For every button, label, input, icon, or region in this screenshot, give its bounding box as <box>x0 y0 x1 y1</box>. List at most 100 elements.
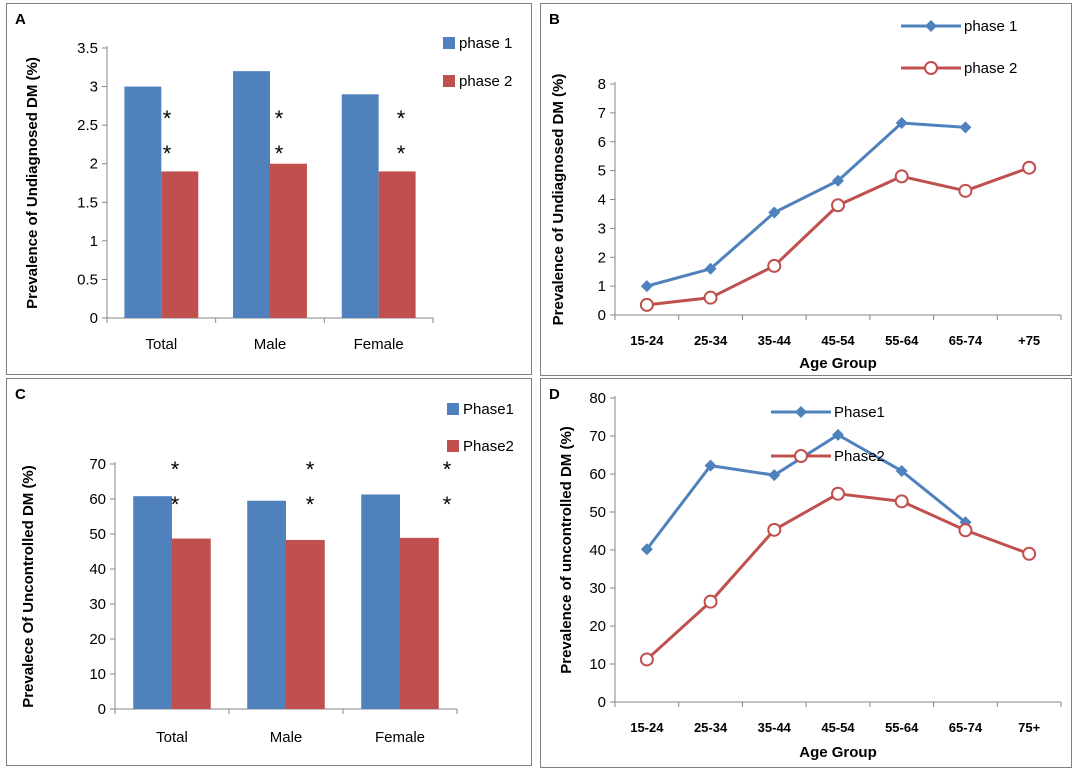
panel-a-bar-phase2-female <box>378 171 416 318</box>
panel-d-x-axis-label: Age Group <box>799 744 877 761</box>
panel-b-x-tick-label: +75 <box>1018 333 1040 348</box>
panel-a-significance-star: * <box>163 141 172 166</box>
panel-b-point-phase1 <box>768 206 781 219</box>
panel-c: C 0 10 20 30 40 50 60 70 Prevalece Of Uncontrolle… <box>6 378 532 766</box>
panel-a-y-tick-label: 1.5 <box>77 194 98 211</box>
panel-d-x-tick-label: 65-74 <box>949 720 983 735</box>
panel-d-y-tick-label: 30 <box>589 580 606 597</box>
panel-b-legend-phase1-marker <box>925 20 937 32</box>
panel-b-y-tick-label: 8 <box>598 76 606 93</box>
panel-a-legend-phase1-swatch <box>443 37 455 49</box>
panel-a-x-tick-label: Male <box>254 336 287 353</box>
panel-b-y-axis-label: Prevalence of Undiagnosed DM (%) <box>550 74 567 326</box>
panel-b-legend-phase1-label: phase 1 <box>964 18 1017 35</box>
panel-b-x-tick-label: 15-24 <box>630 333 664 348</box>
panel-a-bar-phase1-female <box>341 94 379 319</box>
panel-d-x-tick-label: 45-54 <box>821 720 855 735</box>
panel-d-y-tick-label: 40 <box>589 542 606 559</box>
panel-d-letter: D <box>549 386 560 403</box>
panel-a-legend-phase1-label: phase 1 <box>459 35 512 52</box>
panel-b-point-phase2 <box>1022 160 1037 175</box>
panel-b-point-phase2 <box>894 169 909 184</box>
panel-c-legend-phase2-swatch <box>447 440 459 452</box>
panel-b-point-phase2 <box>831 198 845 213</box>
panel-b-y-tick-label: 6 <box>598 134 606 151</box>
panel-b-legend-phase2-label: phase 2 <box>964 60 1017 77</box>
panel-a-y-tick-label: 3 <box>90 79 98 96</box>
panel-a-bar-phase2-total <box>161 171 199 318</box>
panel-a-x-tick-label: Female <box>354 336 404 353</box>
panel-d-y-tick-label: 20 <box>589 618 606 635</box>
panel-c-bar-phase2-female <box>400 537 439 709</box>
panel-d-point-phase1 <box>895 464 908 477</box>
panel-b-y-tick-label: 7 <box>598 105 606 122</box>
panel-d-x-tick-label: 25-34 <box>694 720 728 735</box>
panel-d-x-tick-label: 15-24 <box>630 720 664 735</box>
panel-d-point-phase2 <box>894 494 909 509</box>
panel-c-x-tick-label: Total <box>156 729 188 746</box>
panel-c-y-tick-label: 10 <box>89 666 106 683</box>
panel-b-point-phase1 <box>959 121 972 134</box>
panel-b-x-tick-label: 65-74 <box>949 333 983 348</box>
panel-b-x-axis-label: Age Group <box>799 355 877 372</box>
panel-a-y-tick-label: 2 <box>90 156 98 173</box>
panel-c-y-tick-label: 60 <box>89 491 106 508</box>
panel-c-significance-star: * <box>171 492 180 517</box>
panel-c-bar-phase1-male <box>247 500 286 709</box>
panel-b-point-phase2 <box>639 297 654 312</box>
panel-c-y-tick-label: 40 <box>89 561 106 578</box>
panel-c-significance-star: * <box>306 457 315 482</box>
panel-d-legend-phase2-marker <box>794 449 808 463</box>
panel-b-point-phase1 <box>704 262 717 275</box>
panel-c-bar-phase2-total <box>172 538 211 709</box>
panel-c-significance-star: * <box>443 492 452 517</box>
panel-a: A 0 0.5 1 1.5 2 2.5 3 3.5 Prevalence of Undiagnos… <box>6 3 532 375</box>
panel-a-chart: A 0 0.5 1 1.5 2 2.5 3 3.5 Prevalence of Undiagnos… <box>15 11 512 353</box>
panel-a-letter: A <box>15 11 26 28</box>
panel-b-point-phase2 <box>958 183 973 198</box>
panel-c-bar-phase2-male <box>286 539 325 709</box>
panel-b-point-phase2 <box>703 290 718 305</box>
panel-a-legend-phase2-swatch <box>443 75 455 87</box>
panel-d-point-phase2 <box>767 522 782 537</box>
panel-c-bar-phase1-total <box>133 496 172 709</box>
panel-d-point-phase2 <box>639 652 654 667</box>
panel-c-letter: C <box>15 386 26 403</box>
panel-c-significance-star: * <box>171 457 180 482</box>
panel-a-y-tick-label: 0 <box>90 310 98 327</box>
panel-b-letter: B <box>549 11 560 28</box>
panel-b-x-tick-label: 35-44 <box>758 333 792 348</box>
panel-c-y-tick-label: 30 <box>89 596 106 613</box>
panel-b-line-phase1 <box>646 121 966 288</box>
panel-d-legend-phase1-label: Phase1 <box>834 404 885 421</box>
panel-b-x-tick-label: 55-64 <box>885 333 919 348</box>
panel-c-x-tick-label: Male <box>270 729 303 746</box>
panel-d-x-tick-label: 75+ <box>1018 720 1040 735</box>
panel-b-y-tick-label: 3 <box>598 220 606 237</box>
panel-d-point-phase1 <box>832 428 844 441</box>
panel-d-y-tick-label: 10 <box>589 656 606 673</box>
panel-b-x-tick-label: 25-34 <box>694 333 728 348</box>
panel-c-y-tick-label: 70 <box>89 456 106 473</box>
panel-a-significance-star: * <box>163 106 172 131</box>
panel-a-y-tick-label: 2.5 <box>77 117 98 134</box>
panel-b-point-phase1 <box>640 280 653 293</box>
panel-d-line-phase2 <box>645 492 1030 661</box>
panel-d: D 0 10 20 30 40 50 60 70 80 Prevalence of uncontro… <box>540 378 1072 768</box>
panel-b-y-tick-label: 1 <box>598 278 606 295</box>
panel-a-y-tick-label: 0.5 <box>77 271 98 288</box>
panel-b-y-tick-label: 5 <box>598 163 606 180</box>
panel-d-chart: D 0 10 20 30 40 50 60 70 80 Prevalence of uncontro… <box>549 386 1062 761</box>
panel-c-y-axis-label: Prevalece Of Uncontrolled DM (%) <box>20 465 37 708</box>
panel-b-chart: B 0 1 2 3 4 5 6 7 8 Prevalence of Undiagnosed DM (… <box>549 11 1062 372</box>
panel-d-point-phase1 <box>768 469 781 482</box>
panel-d-point-phase2 <box>831 486 845 501</box>
panel-a-x-tick-label: Total <box>145 336 177 353</box>
panel-a-y-tick-label: 1 <box>90 233 98 250</box>
panel-c-chart: C 0 10 20 30 40 50 60 70 Prevalece Of Uncontrolle… <box>15 386 514 746</box>
panel-c-bar-phase1-female <box>361 494 400 709</box>
panel-a-significance-star: * <box>275 141 284 166</box>
panel-d-y-tick-label: 60 <box>589 466 606 483</box>
panel-d-point-phase1 <box>640 543 653 556</box>
panel-c-y-tick-label: 50 <box>89 526 106 543</box>
